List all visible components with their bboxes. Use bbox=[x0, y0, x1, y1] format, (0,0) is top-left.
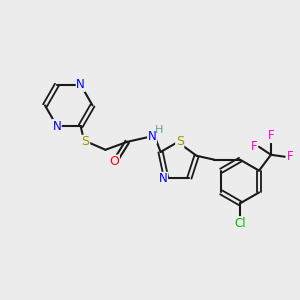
Text: N: N bbox=[76, 78, 85, 91]
Text: Cl: Cl bbox=[234, 217, 246, 230]
Text: S: S bbox=[82, 135, 90, 148]
Text: F: F bbox=[268, 130, 274, 142]
Text: F: F bbox=[251, 140, 257, 153]
Text: O: O bbox=[110, 155, 119, 168]
Text: S: S bbox=[176, 135, 184, 148]
Text: N: N bbox=[52, 119, 61, 133]
Text: H: H bbox=[155, 125, 163, 135]
Text: F: F bbox=[286, 150, 293, 163]
Text: N: N bbox=[159, 172, 167, 185]
Text: N: N bbox=[148, 130, 156, 143]
